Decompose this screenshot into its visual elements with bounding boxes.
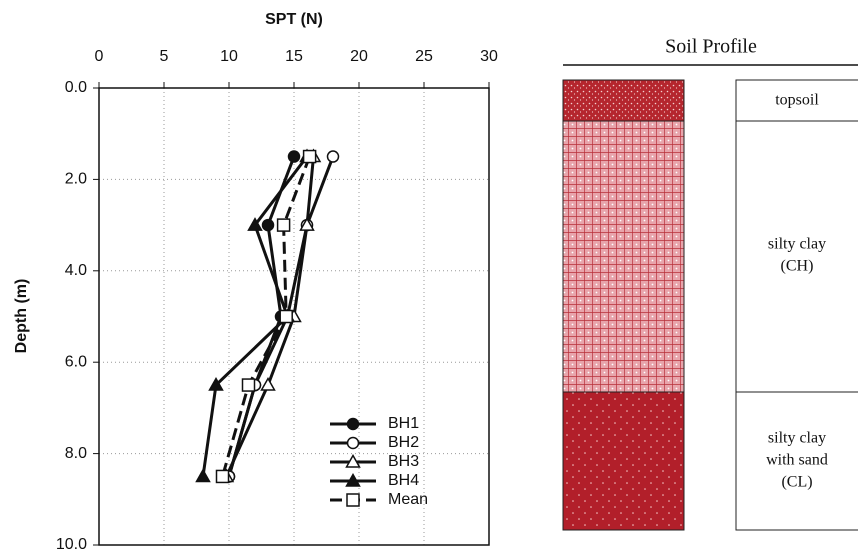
marker xyxy=(299,217,315,231)
marker xyxy=(302,149,317,164)
soil-profile: Soil Profile topsoil silty clay (CH) silty … xyxy=(562,36,858,531)
legend-label: BH2 xyxy=(388,434,419,451)
marker xyxy=(279,309,293,324)
x-tick-label: 25 xyxy=(415,48,433,65)
profile-title: Soil Profile xyxy=(665,36,757,58)
plot-frame xyxy=(98,87,490,546)
x-tick-label: 0 xyxy=(95,48,104,65)
legend-label: Mean xyxy=(388,491,428,508)
marker xyxy=(208,377,224,391)
layer-label: with sand xyxy=(766,452,828,469)
marker xyxy=(241,378,256,392)
layer-ch xyxy=(562,120,685,393)
y-tick-label: 10.0 xyxy=(56,536,87,551)
layer-label: (CL) xyxy=(781,474,812,491)
marker xyxy=(276,218,291,232)
marker xyxy=(287,150,301,163)
marker xyxy=(346,493,360,507)
marker xyxy=(247,217,263,231)
layer-label: topsoil xyxy=(775,92,819,109)
marker xyxy=(195,468,211,483)
layer-topsoil xyxy=(562,79,685,122)
legend-label: BH4 xyxy=(388,472,419,489)
marker xyxy=(345,472,361,487)
y-tick-label: 0.0 xyxy=(65,79,87,96)
x-tick-label: 20 xyxy=(350,48,368,65)
x-axis-label: SPT (N) xyxy=(265,11,323,28)
marker xyxy=(260,377,276,391)
marker xyxy=(326,150,340,163)
y-tick-label: 2.0 xyxy=(65,171,87,188)
layer-label: (CH) xyxy=(781,258,814,275)
marker xyxy=(346,436,360,450)
legend-label: BH1 xyxy=(388,415,419,432)
marker xyxy=(346,417,360,431)
y-axis-label: Depth (m) xyxy=(13,279,30,354)
layer-label: silty clay xyxy=(768,236,826,253)
y-tick-label: 6.0 xyxy=(65,353,87,370)
x-tick-label: 10 xyxy=(220,48,238,65)
y-tick-label: 4.0 xyxy=(65,262,87,279)
marker xyxy=(345,453,361,468)
x-tick-label: 5 xyxy=(160,48,169,65)
x-tick-label: 15 xyxy=(285,48,303,65)
label-boxes xyxy=(735,79,858,531)
layer-label: silty clay xyxy=(768,430,826,447)
layer-cl xyxy=(562,391,685,531)
x-tick-label: 30 xyxy=(480,48,498,65)
marker xyxy=(215,469,230,484)
legend-label: BH3 xyxy=(388,453,419,470)
y-tick-label: 8.0 xyxy=(65,445,87,462)
marker xyxy=(261,218,275,232)
